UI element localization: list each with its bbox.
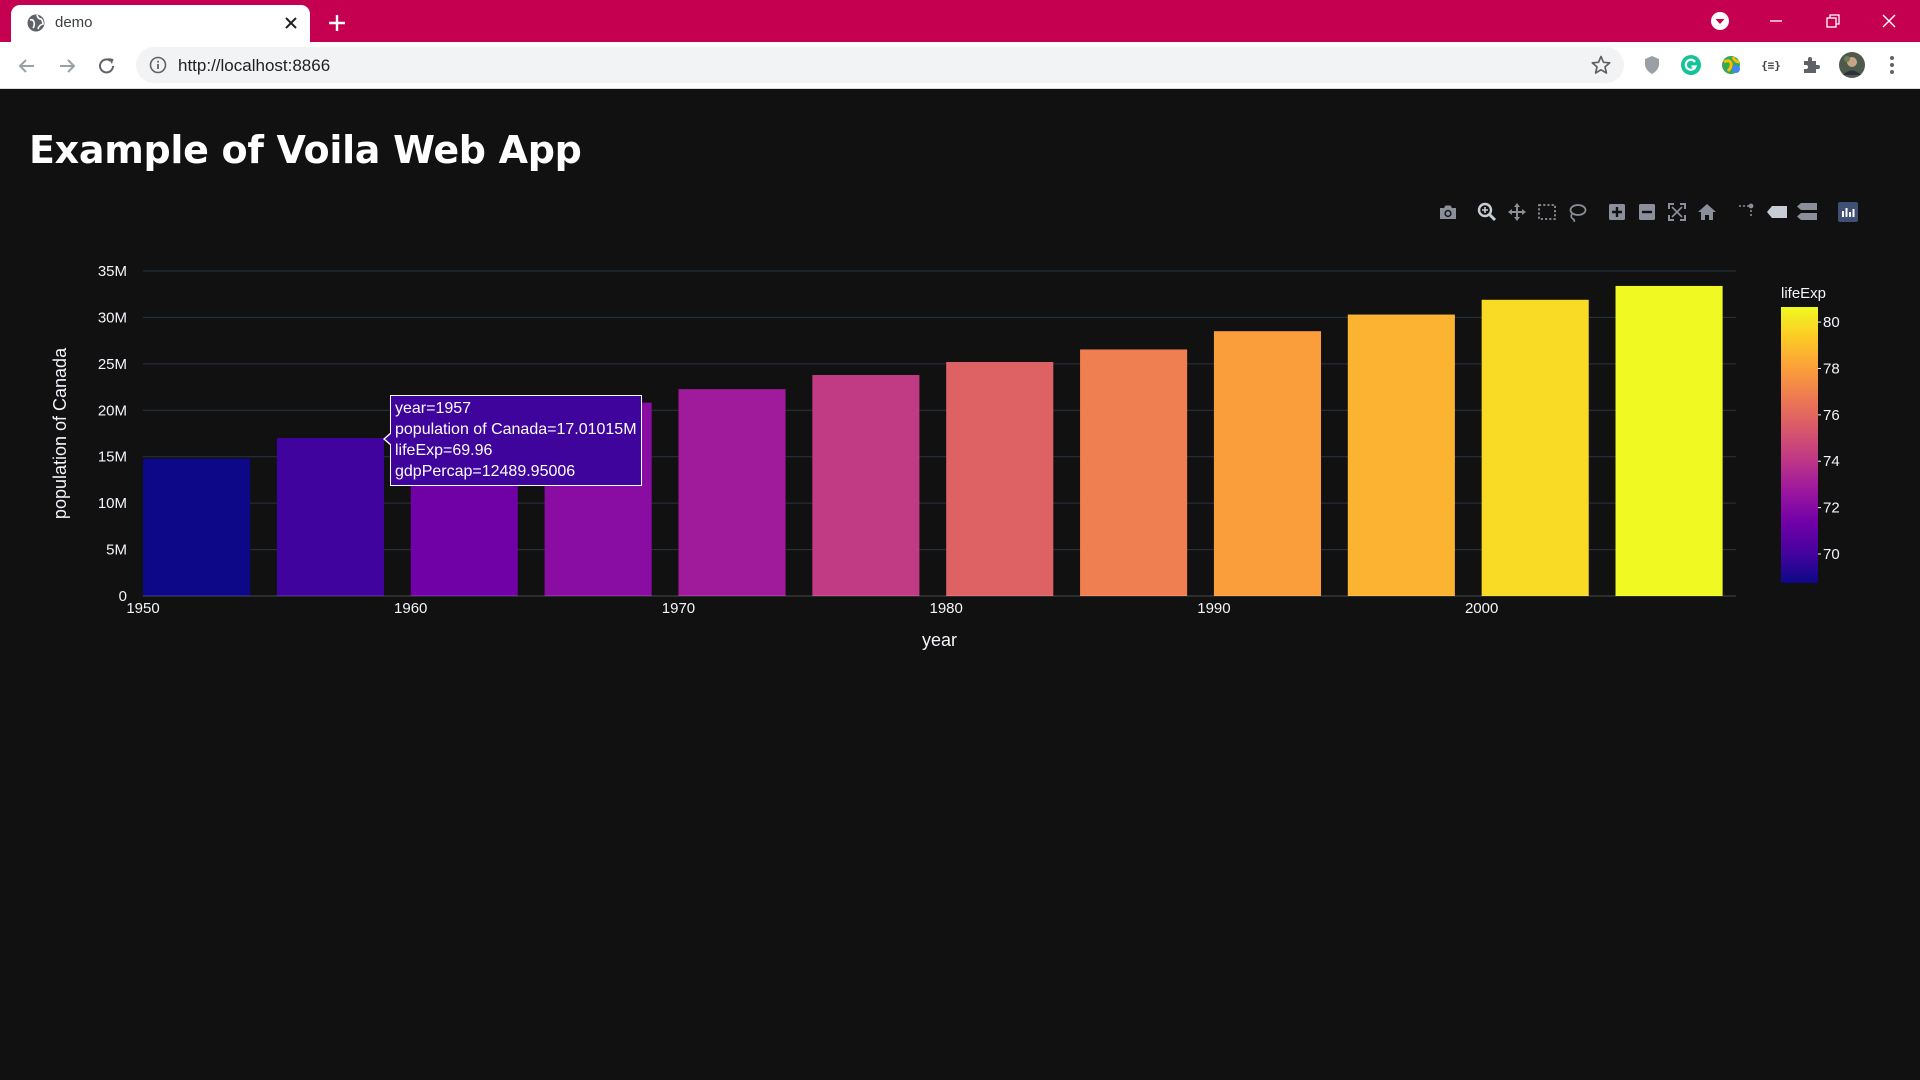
bar[interactable] xyxy=(1615,285,1723,596)
forward-icon[interactable] xyxy=(54,53,80,79)
gridlines xyxy=(143,270,1736,551)
bar[interactable] xyxy=(812,375,920,596)
x-tick-label: 2000 xyxy=(1465,600,1498,617)
y-tick-label: 25M xyxy=(98,356,127,373)
autoscale-icon[interactable] xyxy=(1665,200,1689,224)
colorbar-tick-label: 74 xyxy=(1823,453,1840,470)
globe-extension-icon[interactable] xyxy=(1719,53,1743,77)
info-icon[interactable] xyxy=(148,55,168,75)
tab-bar: demo xyxy=(0,0,1920,42)
y-tick-label: 10M xyxy=(98,495,127,512)
plotly-logo-icon[interactable] xyxy=(1836,200,1860,224)
bookmark-star-icon[interactable] xyxy=(1590,54,1612,76)
svg-text:{≡}: {≡} xyxy=(1761,59,1781,72)
profile-menu-icon[interactable] xyxy=(1706,7,1734,35)
bar[interactable] xyxy=(1080,349,1188,596)
browser-toolbar: http://localhost:8866 {≡} xyxy=(0,42,1920,89)
tab-title: demo xyxy=(55,14,93,31)
globe-icon xyxy=(26,13,46,33)
browser-tab[interactable]: demo xyxy=(11,5,310,42)
page-title: Example of Voila Web App xyxy=(29,128,582,172)
x-axis-title: year xyxy=(922,630,957,650)
tooltip-lifeexp: lifeExp=69.96 xyxy=(395,442,493,459)
puzzle-extensions-icon[interactable] xyxy=(1799,53,1823,77)
x-axis-ticks: 1950 1960 1970 1980 1990 2000 xyxy=(126,600,1498,617)
bar[interactable] xyxy=(678,389,786,596)
colorbar-title: lifeExp xyxy=(1781,285,1826,302)
zoom-in-icon[interactable] xyxy=(1605,200,1629,224)
y-axis-ticks: 0 5M 10M 15M 20M 25M 30M 35M xyxy=(98,263,127,605)
close-tab-icon[interactable] xyxy=(281,13,301,33)
shield-extension-icon[interactable] xyxy=(1640,53,1664,77)
x-tick-label: 1990 xyxy=(1197,600,1230,617)
tooltip-year: year=1957 xyxy=(395,400,472,417)
zoom-icon[interactable] xyxy=(1475,200,1499,224)
url-text[interactable]: http://localhost:8866 xyxy=(178,56,331,75)
x-tick-label: 1950 xyxy=(126,600,159,617)
y-tick-label: 30M xyxy=(98,309,127,326)
new-tab-icon[interactable] xyxy=(325,11,349,35)
bar[interactable] xyxy=(1347,314,1455,596)
y-axis-title: population of Canada xyxy=(50,347,70,519)
x-tick-label: 1960 xyxy=(394,600,427,617)
tooltip-population: population of Canada=17.01015M xyxy=(395,421,637,438)
zoom-out-icon[interactable] xyxy=(1635,200,1659,224)
y-tick-label: 0 xyxy=(119,588,127,605)
bars xyxy=(143,285,1723,596)
x-tick-label: 1970 xyxy=(662,600,695,617)
tooltip-gdppercap: gdpPercap=12489.95006 xyxy=(395,463,576,480)
y-tick-label: 35M xyxy=(98,263,127,280)
x-tick-label: 1980 xyxy=(930,600,963,617)
hover-compare-icon[interactable] xyxy=(1795,200,1819,224)
colorbar-tick-label: 78 xyxy=(1823,360,1840,377)
bar[interactable] xyxy=(946,362,1054,596)
minimize-icon[interactable] xyxy=(1762,7,1790,35)
reload-icon[interactable] xyxy=(94,53,120,79)
camera-icon[interactable] xyxy=(1436,200,1460,224)
reset-axes-icon[interactable] xyxy=(1695,200,1719,224)
colorbar-gradient xyxy=(1781,307,1818,583)
close-window-icon[interactable] xyxy=(1875,7,1903,35)
colorbar-tick-label: 76 xyxy=(1823,407,1840,424)
bar[interactable] xyxy=(1481,299,1589,596)
colorbar-tick-label: 70 xyxy=(1823,546,1840,563)
hover-tooltip: year=1957 population of Canada=17.01015M… xyxy=(383,395,642,486)
spike-lines-icon[interactable] xyxy=(1735,200,1759,224)
address-bar[interactable]: http://localhost:8866 xyxy=(136,47,1624,83)
kebab-menu-icon[interactable] xyxy=(1880,53,1904,77)
restore-icon[interactable] xyxy=(1819,7,1847,35)
pan-icon[interactable] xyxy=(1505,200,1529,224)
colorbar-tick-label: 72 xyxy=(1823,500,1840,517)
y-tick-label: 5M xyxy=(106,542,127,559)
avatar[interactable] xyxy=(1838,51,1866,79)
y-tick-label: 15M xyxy=(98,449,127,466)
y-tick-label: 20M xyxy=(98,402,127,419)
lasso-select-icon[interactable] xyxy=(1565,200,1589,224)
bar[interactable] xyxy=(1213,331,1322,596)
colorbar-tick-label: 80 xyxy=(1823,314,1840,331)
grammarly-extension-icon[interactable] xyxy=(1679,53,1703,77)
bar[interactable] xyxy=(276,438,384,596)
chart-modebar xyxy=(0,200,1920,226)
colorbar-legend: lifeExp 70 72 74 76 78 80 xyxy=(1781,285,1840,583)
box-select-icon[interactable] xyxy=(1535,200,1559,224)
hover-closest-icon[interactable] xyxy=(1765,200,1789,224)
bar[interactable] xyxy=(143,458,251,596)
back-icon[interactable] xyxy=(14,53,40,79)
json-extension-icon[interactable]: {≡} xyxy=(1759,53,1783,77)
